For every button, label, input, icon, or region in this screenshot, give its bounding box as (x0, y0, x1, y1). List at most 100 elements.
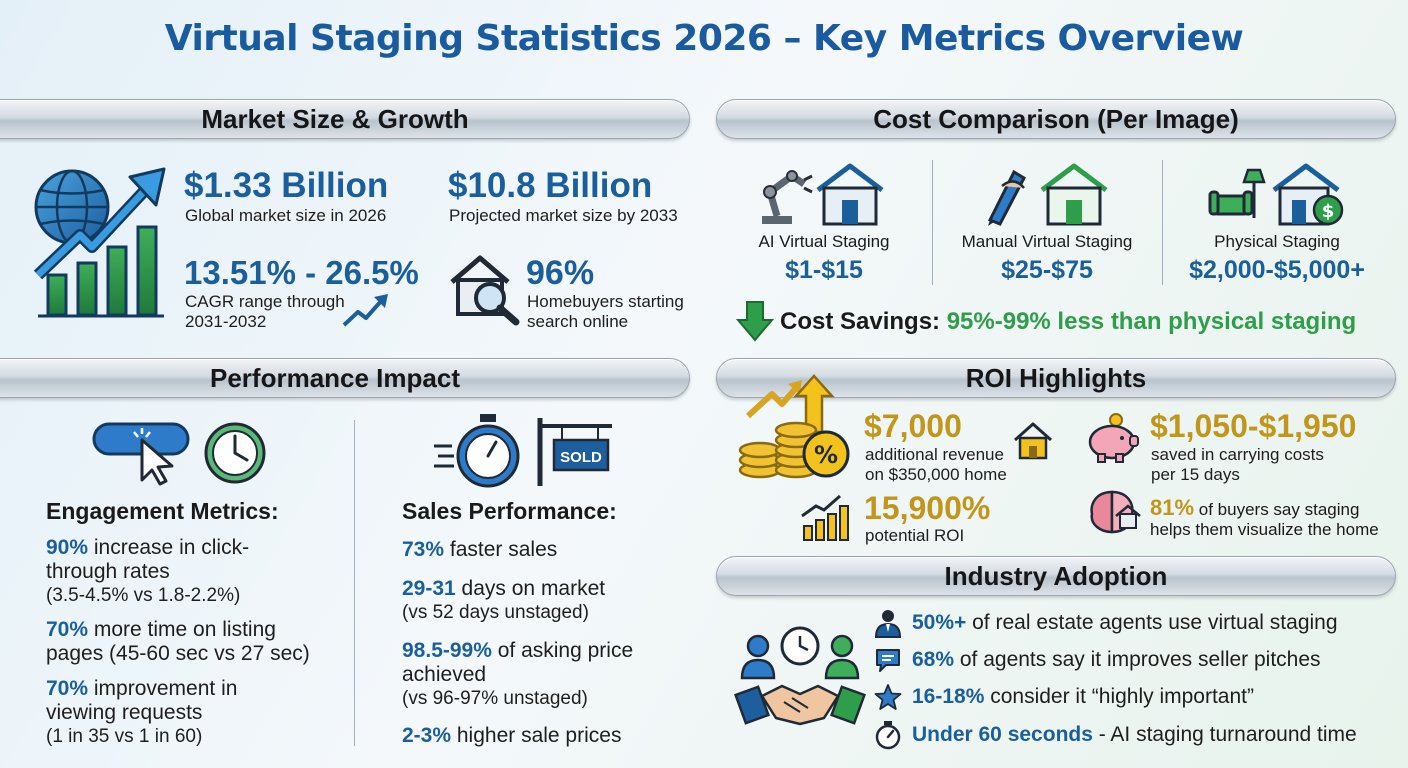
engagement-ctr-value: 90% (46, 536, 89, 559)
cost-item-manual-price: $25-$75 (1001, 256, 1093, 284)
sales-metric-days: 29-31 days on market (vs 52 days unstage… (402, 577, 605, 625)
trend-up-arrow-icon (342, 294, 388, 327)
online-search-label-line1: Homebuyers starting (527, 292, 684, 311)
roi-visualize-text1: of buyers say staging (1194, 500, 1360, 519)
cagr-label-line1: CAGR range through (185, 292, 345, 311)
engagement-title: Engagement Metrics: (46, 498, 279, 524)
svg-text:$: $ (1322, 201, 1335, 222)
sales-asking-sub: (vs 96-97% unstaged) (402, 688, 588, 709)
cost-divider-2 (1162, 160, 1163, 285)
timer-icon (875, 721, 901, 750)
engagement-ctr-sub: (3.5-4.5% vs 1.8-2.2%) (46, 585, 241, 606)
adoption-item-3-value: 16-18% (912, 685, 985, 708)
sales-title: Sales Performance: (402, 498, 617, 524)
speech-bubble-icon (876, 649, 900, 672)
cost-savings-line: Cost Savings: 95%-99% less than physical… (780, 308, 1356, 336)
cost-comparison-banner: Cost Comparison (Per Image) (716, 99, 1396, 139)
adoption-item-4-text: - AI staging turnaround time (1092, 723, 1357, 746)
growth-bars-icon (801, 494, 849, 541)
engagement-time-text1: more time on listing (88, 618, 276, 641)
engagement-metric-time: 70% more time on listing pages (45-60 se… (46, 618, 356, 666)
brain-house-icon (1090, 490, 1141, 534)
sales-metric-price: 2-3% higher sale prices (402, 724, 621, 748)
stopwatch-icon (434, 414, 520, 488)
cost-item-ai-name: AI Virtual Staging (758, 232, 890, 251)
adoption-item-3-text: consider it “highly important” (984, 685, 1254, 708)
piggy-bank-icon (1088, 413, 1139, 463)
roi-visualize: 81% of buyers say staging helps them vis… (1150, 495, 1400, 540)
roi-revenue-label-line2: on $350,000 home (865, 465, 1007, 484)
market-size-2026-value: $1.33 Billion (184, 166, 389, 205)
cost-item-physical-name: Physical Staging (1214, 232, 1340, 251)
adoption-item-2-text: of agents say it improves seller pitches (954, 648, 1321, 671)
robot-arm-house-icon (762, 163, 884, 226)
cagr-value: 13.51% - 26.5% (184, 254, 419, 291)
industry-adoption-banner: Industry Adoption (716, 556, 1396, 596)
cost-savings-label: Cost Savings: (780, 308, 941, 335)
svg-text:%: % (814, 441, 838, 469)
roi-potential-label: potential ROI (865, 526, 965, 545)
sold-sign-icon (537, 418, 612, 486)
market-size-banner: Market Size & Growth (0, 99, 690, 139)
sales-faster-value: 73% (402, 538, 445, 561)
sales-metric-faster: 73% faster sales (402, 538, 557, 562)
performance-divider (354, 420, 355, 746)
cost-savings-value: 95%-99% less than physical staging (946, 308, 1357, 335)
adoption-item-seller-pitches: 68% of agents say it improves seller pit… (912, 648, 1321, 672)
sales-days-text: days on market (455, 577, 606, 600)
engagement-time-text2: pages (45-60 sec vs 27 sec) (46, 642, 310, 665)
sold-sign-text: SOLD (560, 449, 602, 466)
market-size-2033-label: Projected market size by 2033 (449, 206, 678, 225)
handshake-team-icon (733, 626, 867, 726)
furniture-house-dollar-icon: $ (1208, 163, 1344, 226)
cost-divider-1 (932, 160, 933, 285)
engagement-ctr-text2: through rates (46, 560, 170, 583)
roi-saved-value: $1,050-$1,950 (1150, 408, 1357, 444)
adoption-item-agents-use: 50%+ of real estate agents use virtual s… (912, 611, 1338, 635)
house-search-icon (450, 255, 520, 326)
sales-asking-value: 98.5-99% (402, 639, 492, 662)
wall-clock-icon (204, 422, 266, 484)
engagement-time-value: 70% (46, 618, 89, 641)
engagement-viewing-text1: improvement in (88, 677, 238, 700)
engagement-viewing-sub: (1 in 35 vs 1 in 60) (46, 726, 203, 747)
roi-saved-label-line1: saved in carrying costs (1151, 445, 1324, 464)
engagement-ctr-text1: increase in click- (88, 536, 250, 559)
savings-down-arrow-icon (735, 301, 775, 342)
online-search-label-line2: search online (527, 312, 629, 331)
agent-person-icon (874, 610, 902, 638)
adoption-item-highly-important: 16-18% consider it “highly important” (912, 685, 1254, 709)
roi-revenue-label-line1: additional revenue (865, 445, 1004, 464)
coins-percent-icon: % (738, 374, 850, 479)
page-title: Virtual Staging Statistics 2026 – Key Me… (164, 18, 1244, 59)
engagement-viewing-value: 70% (46, 677, 89, 700)
sales-price-value: 2-3% (402, 724, 452, 747)
roi-visualize-value: 81% (1150, 495, 1195, 520)
cost-item-ai-price: $1-$15 (785, 256, 863, 284)
pen-house-icon (987, 163, 1108, 226)
sales-days-sub: (vs 52 days unstaged) (402, 602, 589, 623)
adoption-item-2-value: 68% (912, 648, 955, 671)
sales-faster-text: faster sales (444, 538, 558, 561)
adoption-item-1-value: 50%+ (912, 611, 967, 634)
sales-asking-text2: achieved (402, 663, 487, 686)
sales-days-value: 29-31 (402, 577, 456, 600)
roi-saved-label-line2: per 15 days (1151, 465, 1240, 484)
online-search-value: 96% (526, 254, 595, 292)
engagement-viewing-text2: viewing requests (46, 701, 203, 724)
adoption-item-turnaround: Under 60 seconds - AI staging turnaround… (912, 723, 1357, 747)
star-icon (874, 684, 902, 710)
engagement-metric-ctr: 90% increase in click- through rates (3.… (46, 536, 346, 608)
cost-item-manual-name: Manual Virtual Staging (961, 232, 1133, 251)
sales-price-text: higher sale prices (451, 724, 622, 747)
market-size-2026-label: Global market size in 2026 (185, 206, 387, 225)
roi-visualize-text2: helps them visualize the home (1150, 520, 1379, 539)
click-cursor-icon (92, 422, 190, 486)
performance-impact-banner: Performance Impact (0, 358, 690, 398)
market-size-2033-value: $10.8 Billion (448, 166, 653, 205)
adoption-item-4-value: Under 60 seconds (912, 723, 1093, 746)
sales-asking-text1: of asking price (491, 639, 634, 662)
globe-growth-chart-icon (33, 167, 166, 318)
roi-potential-value: 15,900% (864, 490, 991, 526)
engagement-metric-viewing: 70% improvement in viewing requests (1 i… (46, 677, 346, 749)
